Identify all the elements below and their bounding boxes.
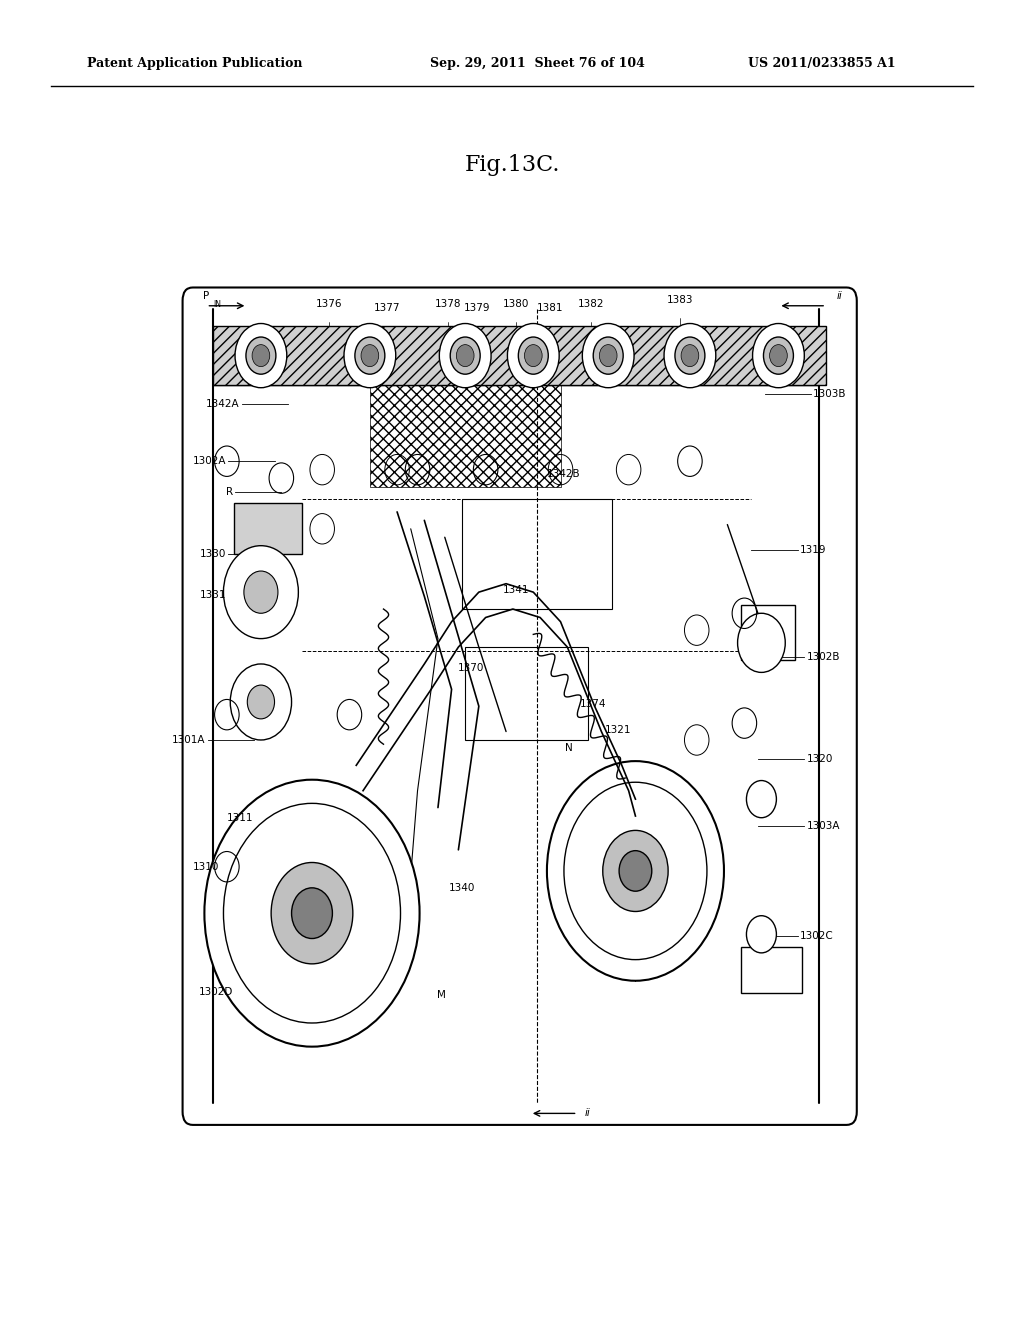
Text: 1340: 1340 (449, 883, 475, 892)
Text: 1301A: 1301A (172, 735, 206, 744)
Text: 1380: 1380 (503, 300, 529, 309)
Text: 1319: 1319 (800, 545, 826, 554)
Text: 1320: 1320 (806, 754, 833, 763)
Text: 1302D: 1302D (199, 987, 233, 997)
Text: 1342A: 1342A (206, 399, 240, 409)
Polygon shape (213, 326, 826, 385)
Text: 1377: 1377 (374, 304, 400, 313)
Text: 1379: 1379 (464, 304, 490, 313)
Text: P: P (203, 292, 209, 301)
Ellipse shape (583, 323, 634, 388)
Text: N: N (565, 743, 572, 754)
Ellipse shape (603, 830, 668, 912)
Text: ii: ii (585, 1109, 590, 1118)
Text: 1381: 1381 (537, 304, 563, 313)
Ellipse shape (746, 780, 776, 817)
Ellipse shape (675, 337, 705, 374)
Ellipse shape (205, 780, 420, 1047)
Ellipse shape (681, 345, 698, 367)
Bar (462, 499, 611, 609)
Ellipse shape (271, 862, 353, 964)
Text: Fig.13C.: Fig.13C. (464, 154, 560, 176)
Text: 1370: 1370 (458, 663, 483, 673)
Ellipse shape (457, 345, 474, 367)
Text: 1341: 1341 (503, 585, 529, 594)
Text: Sep. 29, 2011  Sheet 76 of 104: Sep. 29, 2011 Sheet 76 of 104 (430, 57, 645, 70)
Ellipse shape (451, 337, 480, 374)
Text: 1342B: 1342B (547, 469, 581, 479)
Text: 1331: 1331 (200, 590, 226, 599)
Ellipse shape (664, 323, 716, 388)
Ellipse shape (770, 345, 787, 367)
Text: 1376: 1376 (315, 300, 342, 309)
Ellipse shape (753, 323, 804, 388)
Ellipse shape (518, 337, 548, 374)
Bar (233, 503, 302, 554)
Ellipse shape (223, 545, 298, 639)
Ellipse shape (620, 850, 652, 891)
Text: ii: ii (837, 292, 842, 301)
Ellipse shape (764, 337, 794, 374)
Ellipse shape (737, 614, 785, 672)
Bar (465, 647, 588, 741)
Ellipse shape (547, 762, 724, 981)
Text: 1383: 1383 (667, 294, 693, 305)
Ellipse shape (344, 323, 395, 388)
Text: Patent Application Publication: Patent Application Publication (87, 57, 302, 70)
Text: US 2011/0233855 A1: US 2011/0233855 A1 (748, 57, 895, 70)
Ellipse shape (361, 345, 379, 367)
Ellipse shape (593, 337, 624, 374)
Ellipse shape (246, 337, 275, 374)
Ellipse shape (508, 323, 559, 388)
Text: 1303A: 1303A (806, 821, 840, 832)
Ellipse shape (230, 664, 292, 741)
Ellipse shape (236, 323, 287, 388)
Text: 1382: 1382 (578, 300, 604, 309)
Ellipse shape (292, 888, 333, 939)
Text: 1310: 1310 (193, 862, 219, 871)
Text: IN: IN (213, 300, 221, 309)
Ellipse shape (252, 345, 269, 367)
Text: 1302B: 1302B (806, 652, 840, 663)
Ellipse shape (599, 345, 617, 367)
Text: M: M (437, 990, 445, 1001)
Text: 1311: 1311 (227, 813, 253, 822)
Bar (741, 946, 802, 994)
Text: R: R (226, 487, 233, 498)
Text: 1374: 1374 (580, 698, 606, 709)
Text: 1321: 1321 (605, 725, 632, 735)
Ellipse shape (244, 572, 278, 614)
Ellipse shape (524, 345, 542, 367)
Ellipse shape (746, 916, 776, 953)
Ellipse shape (439, 323, 492, 388)
Text: 1330: 1330 (200, 549, 226, 560)
Ellipse shape (355, 337, 385, 374)
Ellipse shape (247, 685, 274, 719)
Text: 1302C: 1302C (800, 931, 834, 941)
Text: 1378: 1378 (435, 300, 462, 309)
Text: 1375: 1375 (248, 351, 273, 360)
Text: 1303B: 1303B (813, 388, 847, 399)
Bar (741, 605, 796, 660)
Text: 1302A: 1302A (193, 457, 226, 466)
